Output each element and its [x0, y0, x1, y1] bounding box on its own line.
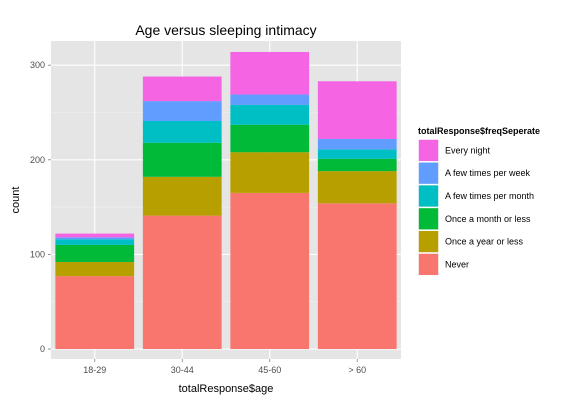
x-axis: 18-29 30-44 45-60 > 60 — [83, 359, 366, 375]
legend-label: A few times per week — [445, 168, 531, 178]
x-tick-label: 45-60 — [258, 365, 281, 375]
bar-segment — [142, 101, 222, 122]
y-tick-label: 100 — [30, 249, 45, 259]
bar-segment — [142, 176, 222, 216]
x-tick-label: > 60 — [348, 365, 366, 375]
bar-stacks — [55, 51, 397, 349]
legend-title: totalResponse$freqSeperate — [418, 126, 540, 136]
y-tick-label: 0 — [40, 344, 45, 354]
bar-segment — [55, 276, 135, 349]
bar-segment — [142, 142, 222, 177]
bar-segment — [55, 233, 135, 238]
legend-swatch — [418, 162, 439, 184]
x-tick-label: 18-29 — [83, 365, 106, 375]
bar-segment — [317, 158, 397, 172]
x-tick-label: 30-44 — [171, 365, 194, 375]
bar-segment — [230, 104, 310, 125]
bar-segment — [317, 138, 397, 150]
bar-segment — [55, 239, 135, 245]
bar-segment — [317, 81, 397, 139]
chart-title: Age versus sleeping intimacy — [135, 22, 316, 38]
bar-segment — [230, 51, 310, 95]
legend-swatch — [418, 139, 439, 161]
bar-segment — [230, 192, 310, 349]
legend-label: Never — [445, 259, 469, 269]
bar-segment — [230, 152, 310, 193]
bar-segment — [55, 244, 135, 262]
x-axis-label: totalResponse$age — [179, 383, 274, 395]
bar-segment — [142, 121, 222, 143]
bar-segment — [142, 76, 222, 102]
y-tick-label: 300 — [30, 60, 45, 70]
bar-segment — [55, 261, 135, 277]
bar-segment — [55, 237, 135, 240]
bar-segment — [317, 149, 397, 159]
legend-label: Every night — [445, 145, 491, 155]
legend-label: Once a month or less — [445, 214, 531, 224]
legend-swatch — [418, 208, 439, 230]
legend-swatch — [418, 231, 439, 253]
bar-segment — [142, 215, 222, 349]
legend-label: Once a year or less — [445, 237, 524, 247]
legend-label: A few times per month — [445, 191, 534, 201]
legend: Every night A few times per week A few tim… — [417, 138, 534, 277]
legend-swatch — [418, 253, 439, 275]
bar-segment — [317, 203, 397, 349]
y-tick-label: 200 — [30, 155, 45, 165]
legend-swatch — [418, 185, 439, 207]
bar-segment — [317, 171, 397, 204]
y-axis-label: count — [10, 187, 22, 214]
y-axis: 0 100 200 300 — [30, 60, 51, 354]
bar-segment — [230, 94, 310, 105]
bar-segment — [230, 124, 310, 153]
